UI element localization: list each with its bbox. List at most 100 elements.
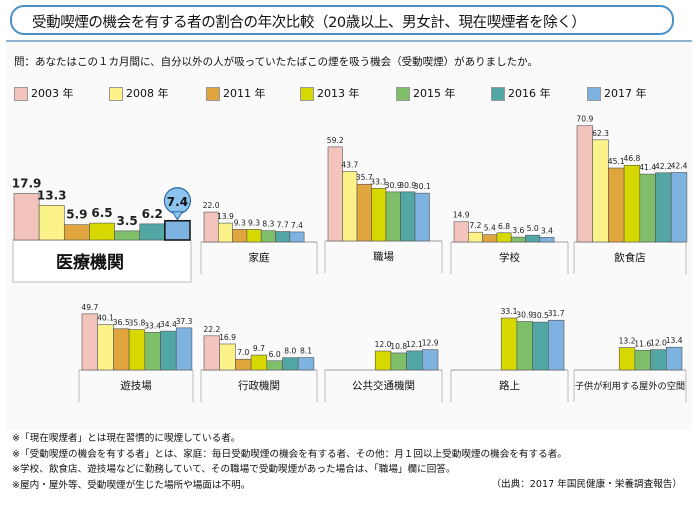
legend-swatch: [206, 87, 220, 101]
bar: [482, 234, 498, 243]
bar: [539, 237, 555, 243]
bar: [547, 319, 565, 371]
data-label: 3.6: [512, 226, 524, 235]
bar: [525, 234, 541, 243]
legend-label: 2015 年: [413, 87, 456, 100]
data-label: 43.7: [341, 161, 358, 170]
bar: [203, 335, 220, 371]
data-label: 62.3: [592, 129, 609, 138]
category-label: 職場: [373, 250, 394, 263]
legend-label: 2017 年: [604, 87, 647, 100]
bar: [356, 183, 372, 242]
data-label: 30.1: [414, 182, 431, 191]
footnote: ※学校、飲食店、遊技場などに勤務していて、その職場で受動喫煙があった場合は、「職…: [12, 464, 456, 475]
data-label: 33.1: [501, 307, 518, 316]
category-label: 遊技場: [120, 379, 152, 392]
title-box: 受動喫煙の機会を有する者の割合の年次比較（20歳以上、男女計、現在喫煙者を除く）: [10, 5, 674, 35]
data-label: 13.4: [666, 336, 683, 345]
bar: [38, 205, 65, 241]
bar: [232, 229, 248, 243]
bar: [266, 360, 283, 371]
bar: [374, 350, 392, 371]
bar: [63, 224, 90, 241]
data-label: 17.9: [12, 176, 42, 190]
data-label: 36.5: [113, 318, 130, 327]
bar: [453, 221, 469, 243]
data-label: 41.4: [639, 163, 656, 172]
bar: [665, 346, 683, 371]
bar: [97, 324, 114, 371]
category-label: 家庭: [249, 251, 270, 264]
footnote: ※「現在喫煙者」とは現在習慣的に喫煙している者。: [12, 433, 241, 444]
chart-title: 受動喫煙の機会を有する者の割合の年次比較（20歳以上、男女計、現在喫煙者を除く）: [32, 15, 586, 31]
data-label: 40.1: [97, 314, 114, 323]
bar: [139, 223, 166, 241]
category-label: 医療機関: [56, 252, 124, 273]
legend-label: 2016 年: [508, 87, 551, 100]
data-label: 45.1: [608, 157, 625, 166]
bar: [390, 352, 407, 371]
legend-swatch: [109, 87, 123, 101]
bar: [164, 220, 191, 241]
data-label: 35.7: [356, 173, 373, 182]
data-label: 6.0: [269, 350, 281, 359]
data-label: 59.2: [327, 136, 344, 145]
bar: [618, 347, 636, 371]
bar: [414, 192, 430, 242]
bar: [639, 173, 656, 243]
data-label: 46.8: [623, 154, 640, 163]
bar: [250, 354, 268, 371]
highlight-outline: [164, 219, 191, 241]
bar: [623, 164, 641, 243]
bar: [516, 321, 533, 371]
bar: [218, 222, 233, 243]
bar: [13, 193, 40, 241]
data-label: 12.0: [650, 339, 667, 348]
bar: [371, 188, 387, 242]
data-label: 42.2: [655, 162, 672, 171]
bar: [114, 230, 141, 241]
bar: [496, 232, 512, 243]
bar: [235, 358, 252, 371]
bar: [650, 349, 667, 371]
legend-swatch: [587, 87, 601, 101]
data-label: 13.3: [37, 188, 67, 202]
bar: [576, 125, 593, 243]
data-label: 9.3: [234, 218, 246, 227]
category-label: 学校: [499, 251, 520, 264]
data-label: 30.9: [516, 310, 533, 319]
bar: [385, 191, 401, 242]
data-label: 5.0: [527, 224, 539, 233]
bar: [421, 349, 439, 371]
data-label: 13.2: [619, 337, 636, 346]
data-label: 22.2: [203, 325, 220, 334]
data-label: 42.4: [671, 161, 688, 170]
bar: [400, 191, 416, 242]
data-label: 14.9: [453, 211, 470, 220]
bar: [670, 172, 688, 243]
bar: [246, 229, 262, 243]
legend-swatch: [14, 87, 28, 101]
data-label: 33.1: [370, 177, 387, 186]
data-label: 8.3: [262, 220, 274, 229]
data-label: 31.7: [548, 309, 565, 318]
data-label: 11.6: [634, 339, 651, 348]
data-label: 5.4: [484, 224, 496, 233]
bar: [608, 167, 625, 243]
data-label: 10.8: [390, 342, 407, 351]
data-label: 7.2: [469, 221, 481, 230]
category-label: 行政機関: [238, 379, 280, 392]
category-label: 路上: [499, 379, 520, 392]
data-label: 13.9: [217, 212, 234, 221]
survey-question: 問：あなたはこの１カ月間に、自分以外の人が吸っていたたばこの煙を吸う機会（受動喫…: [14, 56, 538, 68]
category-label: 公共交通機関: [352, 379, 415, 392]
bar: [175, 327, 193, 371]
bar: [532, 321, 549, 371]
bar: [160, 330, 177, 371]
data-label: 16.9: [219, 333, 236, 342]
data-label: 12.9: [422, 339, 439, 348]
bar: [260, 230, 276, 243]
data-label: 8.1: [300, 347, 312, 356]
bar: [89, 222, 115, 241]
